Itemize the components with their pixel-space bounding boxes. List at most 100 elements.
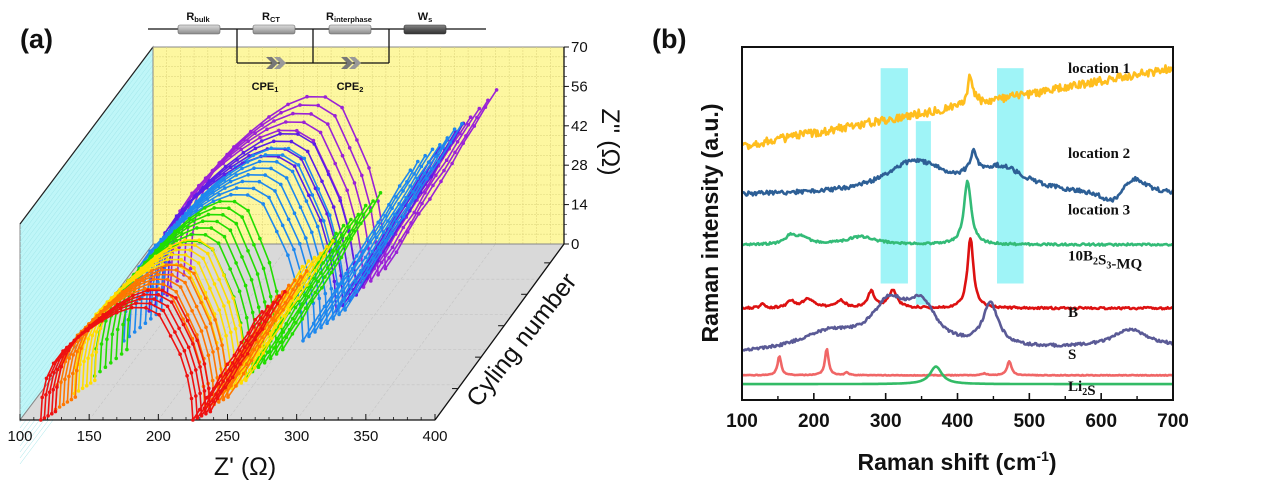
data-point — [306, 295, 311, 299]
hatch-line — [19, 142, 154, 321]
data-point — [268, 331, 273, 336]
data-point — [199, 300, 203, 305]
data-point — [315, 224, 320, 229]
spectrum-label: S — [1068, 347, 1076, 363]
data-point — [61, 349, 65, 353]
data-point — [302, 120, 306, 125]
data-point — [141, 278, 145, 283]
grid-line — [365, 243, 496, 421]
data-point — [336, 304, 341, 308]
data-point — [265, 127, 269, 132]
data-point — [123, 302, 127, 306]
z-tick-label: 28 — [571, 157, 588, 174]
data-point — [325, 321, 329, 326]
data-point — [253, 146, 258, 151]
data-point — [346, 277, 350, 281]
raman-spectra — [741, 64, 1175, 386]
data-point — [248, 342, 252, 347]
data-point — [65, 400, 70, 404]
x-tick-label: 300 — [284, 428, 309, 445]
data-point — [332, 260, 337, 265]
circuit-label-ws: Ws — [418, 11, 433, 24]
grid-line — [88, 243, 222, 421]
grid-line — [227, 243, 359, 421]
data-point — [249, 278, 254, 282]
data-point — [277, 304, 282, 308]
hatch-line — [19, 64, 154, 243]
data-point — [370, 249, 375, 254]
data-point — [324, 311, 328, 315]
hatch-line — [19, 202, 154, 381]
data-point — [191, 418, 195, 422]
data-point — [115, 327, 120, 332]
data-point — [263, 153, 268, 157]
data-point — [243, 283, 248, 288]
data-point — [47, 390, 52, 395]
data-point — [148, 249, 152, 253]
x-tick-label: 200 — [146, 428, 171, 445]
data-point — [233, 326, 238, 331]
data-point — [486, 98, 490, 103]
data-point — [86, 356, 90, 361]
data-point — [191, 342, 195, 346]
data-point — [119, 306, 123, 311]
data-point — [434, 154, 438, 158]
panel-label-a: (a) — [20, 24, 53, 54]
data-point — [268, 356, 273, 361]
data-point — [296, 163, 301, 167]
data-point — [227, 206, 231, 210]
data-point — [453, 150, 457, 155]
data-point — [220, 343, 224, 348]
spectrum-s — [741, 347, 1174, 377]
data-point — [425, 176, 429, 181]
data-point — [244, 362, 249, 367]
data-point — [228, 179, 233, 184]
data-point — [44, 376, 49, 381]
data-point — [405, 180, 409, 184]
data-point — [229, 165, 233, 170]
data-point — [352, 181, 357, 185]
data-point — [90, 353, 94, 358]
z-tick-label: 56 — [571, 78, 588, 95]
hatch-line — [19, 172, 154, 351]
data-point — [369, 279, 373, 283]
data-point — [138, 325, 142, 330]
data-point — [240, 353, 245, 358]
data-point — [298, 242, 302, 246]
data-point — [307, 193, 311, 198]
hatch-line — [19, 94, 154, 273]
data-point — [287, 327, 292, 332]
data-point — [82, 359, 86, 364]
data-point — [152, 297, 156, 301]
data-point — [372, 256, 376, 261]
data-point — [299, 286, 303, 290]
data-point — [261, 202, 266, 206]
data-point — [239, 340, 244, 345]
data-point — [341, 289, 346, 294]
spectrum-label: location 3 — [1068, 202, 1130, 218]
data-point — [426, 184, 430, 188]
data-point — [319, 271, 323, 275]
data-point — [181, 317, 185, 321]
data-point — [245, 160, 250, 164]
data-point — [205, 185, 209, 190]
data-point — [312, 142, 317, 146]
data-point — [191, 219, 196, 223]
data-point — [169, 300, 174, 304]
data-point — [230, 361, 235, 365]
data-point — [55, 367, 60, 372]
hatch-line — [19, 76, 154, 255]
data-point — [372, 231, 377, 235]
data-point — [305, 149, 310, 154]
circuit-label-r-ct: RCT — [262, 11, 280, 24]
data-point — [165, 277, 170, 282]
data-point — [292, 247, 296, 252]
circuit-label-cpe1: CPE1 — [252, 81, 279, 94]
data-point — [390, 245, 395, 250]
data-point — [293, 278, 297, 283]
hatch-line — [19, 220, 154, 399]
data-point — [69, 397, 74, 402]
data-point — [215, 346, 220, 351]
data-point — [94, 330, 99, 334]
data-point — [275, 229, 279, 234]
